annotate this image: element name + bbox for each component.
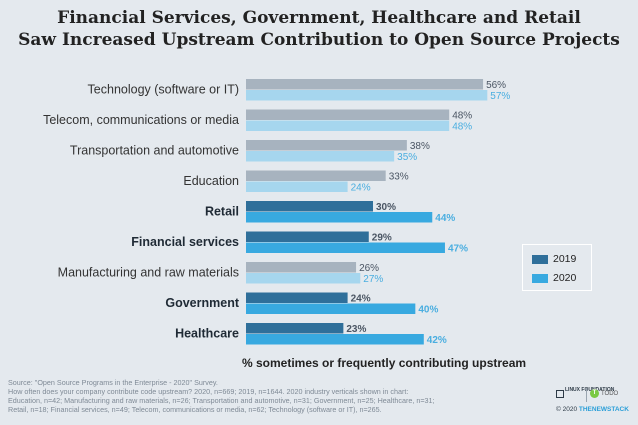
bar-2020 <box>246 90 488 101</box>
value-label-2020: 57% <box>490 91 510 102</box>
source-line: Source: "Open Source Programs in the Ent… <box>8 378 218 387</box>
category-label: Financial services <box>131 235 239 249</box>
bar-2019 <box>246 109 450 120</box>
category-label: Manufacturing and raw materials <box>58 266 239 280</box>
source-line: Retail, n=18; Financial services, n=49; … <box>8 404 382 414</box>
legend-item-2019: 2019 <box>532 253 576 265</box>
category-label: Government <box>165 296 239 310</box>
bar-2020 <box>246 273 361 284</box>
value-label-2019: 48% <box>452 111 472 122</box>
bar-2020 <box>246 303 416 314</box>
value-label-2019: 30% <box>376 202 396 213</box>
bar-2019 <box>246 292 348 303</box>
bar-2019 <box>246 323 344 334</box>
value-label-2020: 42% <box>427 335 447 346</box>
value-label-2020: 44% <box>435 213 455 224</box>
category-label: Transportation and automotive <box>70 144 239 158</box>
value-label-2019: 23% <box>346 324 366 335</box>
category-label: Telecom, communications or media <box>43 113 239 127</box>
value-label-2020: 48% <box>452 122 472 133</box>
x-axis-label: % sometimes or frequently contributing u… <box>242 356 527 370</box>
chart-title-line1: Financial Services, Government, Healthca… <box>57 8 581 28</box>
legend-swatch-2019 <box>532 254 548 264</box>
category-label: Healthcare <box>175 327 239 341</box>
legend-item-2020: 2020 <box>532 272 576 284</box>
bar-2019 <box>246 231 369 242</box>
bar-2019 <box>246 201 373 212</box>
bar-2020 <box>246 334 424 345</box>
value-label-2019: 26% <box>359 263 379 274</box>
bar-2020 <box>246 120 450 131</box>
category-label: Technology (software or IT) <box>88 83 239 97</box>
legend-label-2019: 2019 <box>553 253 577 265</box>
value-label-2020: 35% <box>397 152 417 163</box>
category-label: Education <box>183 174 239 188</box>
value-label-2020: 47% <box>448 244 468 255</box>
legend-swatch-2020 <box>532 273 548 283</box>
source-line: Education, n=42; Manufacturing and raw m… <box>8 395 435 405</box>
legend-label-2020: 2020 <box>553 272 577 284</box>
chart-title: Financial Services, Government, Healthca… <box>0 7 638 51</box>
value-label-2019: 29% <box>372 233 392 244</box>
value-label-2020: 24% <box>351 183 371 194</box>
legend: 2019 2020 <box>522 244 592 291</box>
value-label-2019: 38% <box>410 141 430 152</box>
value-label-2019: 56% <box>486 80 506 91</box>
value-label-2020: 27% <box>363 274 383 285</box>
logo-divider <box>586 388 587 402</box>
bar-2020 <box>246 181 348 192</box>
source-line: How often does your company contribute c… <box>8 386 409 396</box>
todo-logo: T TODO <box>590 389 618 398</box>
bar-2020 <box>246 151 395 162</box>
bar-2019 <box>246 262 357 273</box>
value-label-2019: 33% <box>389 172 409 183</box>
logos: LINUX FOUNDATION T TODO © 2020 THENEWSTA… <box>556 387 632 418</box>
bar-2020 <box>246 212 433 223</box>
value-label-2019: 24% <box>351 294 371 305</box>
bar-2019 <box>246 79 484 90</box>
value-label-2020: 40% <box>418 305 438 316</box>
category-label: Retail <box>205 205 239 219</box>
source-note: Source: "Open Source Programs in the Ent… <box>8 378 508 415</box>
chart-title-line2: Saw Increased Upstream Contribution to O… <box>18 30 620 50</box>
bar-2020 <box>246 242 445 253</box>
linux-foundation-logo: LINUX FOUNDATION <box>556 387 614 400</box>
tns-logo: © 2020 THENEWSTACK <box>556 406 629 413</box>
bar-2019 <box>246 170 386 181</box>
bar-2019 <box>246 140 407 151</box>
